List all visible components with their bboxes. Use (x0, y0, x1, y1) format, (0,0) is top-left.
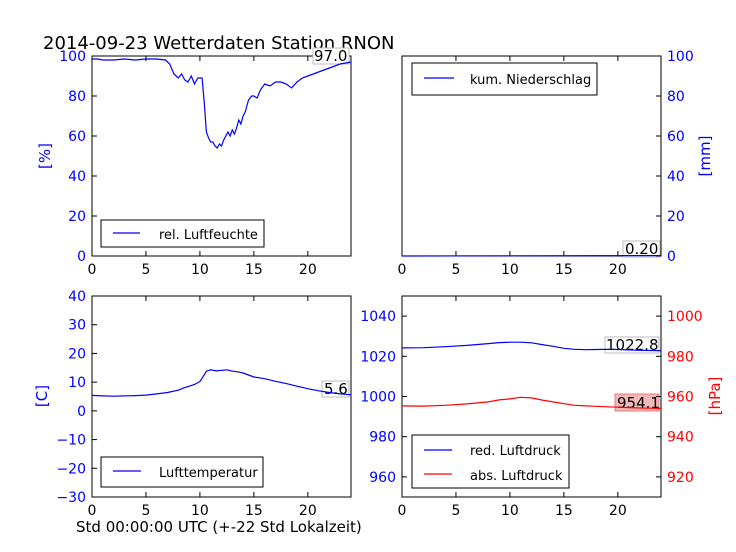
y-tick-label: 1000 (360, 390, 396, 406)
y-tick-label-right: 940 (667, 430, 694, 446)
last-value-label: 0.20 (622, 240, 661, 258)
legend: Lufttemperatur (100, 456, 264, 488)
y-tick-label: 100 (59, 49, 86, 65)
y-tick-label-right: 980 (667, 349, 694, 365)
x-tick-label: 20 (299, 503, 317, 519)
panel-pressure: [hPa] red. Luftdruck abs. Luftdruck 1022… (360, 295, 724, 519)
legend-box (411, 434, 570, 489)
legend-text-red-luftdruck: red. Luftdruck (470, 444, 561, 459)
last-value-text: 0.20 (625, 240, 658, 258)
x-tick-label: 15 (555, 262, 573, 278)
x-tick-label: 10 (191, 503, 209, 519)
last-value-box (622, 240, 661, 258)
legend: rel. Luftfeuchte (100, 219, 265, 248)
legend: kum. Niederschlag (411, 62, 598, 96)
series-line-0 (401, 341, 662, 352)
y-tick-label-right: 0 (667, 249, 676, 265)
x-tick-label: 20 (609, 262, 627, 278)
x-tick-label: 20 (299, 262, 317, 278)
y-tick-label: 1040 (360, 309, 396, 325)
panel-precipitation: [mm] kum. Niederschlag 0.20 0 5 10 15 20 0 20 4… (398, 49, 714, 278)
x-tick-label: 0 (398, 262, 407, 278)
y-axis-label: [mm] (696, 136, 714, 177)
x-tick-label: 5 (141, 262, 150, 278)
y-tick-label-right: 1000 (667, 309, 703, 325)
y-tick-label: 80 (68, 89, 86, 105)
y-tick-label: 20 (68, 346, 86, 362)
series-line-0 (92, 58, 352, 149)
last-value-label-red-luftdruck: 1022.8 (604, 336, 660, 354)
x-tick-label: 20 (609, 503, 627, 519)
last-value-label: 5.6 (321, 380, 350, 398)
y-tick-label: 40 (68, 289, 86, 305)
plot-frame (91, 55, 352, 257)
last-value-box (312, 47, 350, 65)
y-tick-label: 40 (68, 169, 86, 185)
legend-box (100, 456, 264, 488)
y-tick-label: 1020 (360, 349, 396, 365)
x-tick-label: 0 (88, 262, 97, 278)
last-value-text: 954.1 (617, 394, 660, 412)
y-axis-label: [%] (36, 143, 54, 169)
y-tick-label: 60 (68, 129, 86, 145)
y-tick-label-right: 20 (667, 209, 685, 225)
legend-box (100, 219, 265, 248)
y-tick-label: −10 (56, 433, 86, 449)
y-tick-label: 0 (77, 404, 86, 420)
y-axis-label-right: [hPa] (706, 377, 724, 416)
series-line-0 (91, 369, 352, 397)
x-tick-label: 10 (501, 262, 519, 278)
x-tick-label: 5 (141, 503, 150, 519)
y-axis-label: [C] (33, 385, 51, 407)
y-tick-label: 960 (369, 470, 396, 486)
last-value-box (614, 393, 660, 412)
legend-text: kum. Niederschlag (470, 73, 591, 88)
y-tick-label: 20 (68, 209, 86, 225)
y-tick-label-right: 40 (667, 169, 685, 185)
legend-text: rel. Luftfeuchte (159, 228, 258, 243)
last-value-text: 97.0 (314, 47, 347, 65)
figure-title: 2014-09-23 Wetterdaten Station RNON (43, 33, 394, 54)
legend-box (411, 62, 598, 96)
last-value-label-abs-luftdruck: 954.1 (614, 393, 660, 412)
y-tick-label: −20 (56, 461, 86, 477)
y-tick-label: −30 (56, 490, 86, 506)
y-tick-label: 10 (68, 375, 86, 391)
plot-frame (91, 295, 352, 498)
x-tick-label: 0 (398, 503, 407, 519)
y-tick-label-right: 960 (667, 390, 694, 406)
x-tick-label: 10 (191, 262, 209, 278)
last-value-text: 5.6 (324, 380, 348, 398)
panel-temperature: [C] Lufttemperatur 5.6 0 5 10 15 20 −30 −20 −10… (33, 289, 352, 519)
y-tick-label: 30 (68, 318, 86, 334)
series-line-1 (401, 396, 662, 409)
last-value-text: 1022.8 (606, 336, 659, 354)
x-tick-label: 15 (245, 503, 263, 519)
legend: red. Luftdruck abs. Luftdruck (411, 434, 570, 489)
panel-humidity: [%] rel. Luftfeuchte 97.0 0 5 10 15 20 0 20 40 6… (36, 47, 352, 278)
x-tick-label: 5 (451, 503, 460, 519)
x-tick-label: 15 (555, 503, 573, 519)
x-tick-label: 10 (501, 503, 519, 519)
y-tick-label-right: 100 (667, 49, 694, 65)
y-tick-label-right: 920 (667, 470, 694, 486)
last-value-label: 97.0 (312, 47, 350, 65)
y-tick-label-right: 60 (667, 129, 685, 145)
x-tick-label: 5 (451, 262, 460, 278)
legend-text-abs-luftdruck: abs. Luftdruck (470, 469, 563, 484)
y-tick-label: 0 (77, 249, 86, 265)
y-tick-label-right: 80 (667, 89, 685, 105)
y-tick-label: 980 (369, 430, 396, 446)
x-tick-label: 15 (245, 262, 263, 278)
x-tick-label: 0 (88, 503, 97, 519)
x-footer-label: Std 00:00:00 UTC (+-22 Std Lokalzeit) (76, 518, 362, 536)
legend-text: Lufttemperatur (159, 466, 258, 481)
